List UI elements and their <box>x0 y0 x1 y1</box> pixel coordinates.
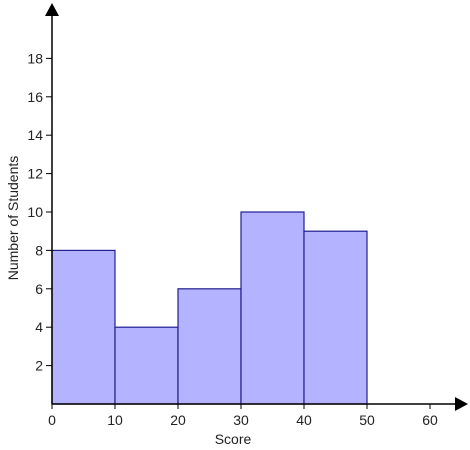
histogram-bar-0-10 <box>51 249 116 405</box>
y-axis-arrow <box>45 3 59 16</box>
y-tick-label: 12 <box>27 166 43 182</box>
y-ticks-group: 2 4 6 8 10 12 14 16 18 <box>27 50 52 374</box>
y-tick-label: 10 <box>27 204 43 220</box>
y-tick-label: 6 <box>35 281 43 297</box>
x-tick-label: 40 <box>296 412 312 428</box>
x-tick-label: 60 <box>422 412 438 428</box>
axes-group <box>45 3 468 411</box>
bars-group <box>51 211 368 405</box>
y-tick-label: 2 <box>35 358 43 374</box>
histogram-bar-40-50 <box>303 230 368 405</box>
x-tick-label: 20 <box>170 412 186 428</box>
y-tick-label: 4 <box>35 319 43 335</box>
histogram-bar-30-40 <box>240 211 305 405</box>
x-tick-label: 0 <box>48 412 56 428</box>
y-axis-title: Number of Students <box>5 156 21 281</box>
histogram-bar-10-20 <box>114 326 179 405</box>
y-tick-label: 8 <box>35 242 43 258</box>
x-ticks-group: 0 10 20 30 40 50 60 <box>48 404 438 428</box>
x-tick-label: 50 <box>359 412 375 428</box>
histogram-bar-20-30 <box>177 288 242 405</box>
x-tick-label: 30 <box>233 412 249 428</box>
x-tick-label: 10 <box>107 412 123 428</box>
y-tick-label: 14 <box>27 127 43 143</box>
x-axis-title: Score <box>215 431 252 447</box>
y-tick-label: 16 <box>27 89 43 105</box>
y-tick-label: 18 <box>27 50 43 66</box>
x-axis-arrow <box>455 397 468 411</box>
